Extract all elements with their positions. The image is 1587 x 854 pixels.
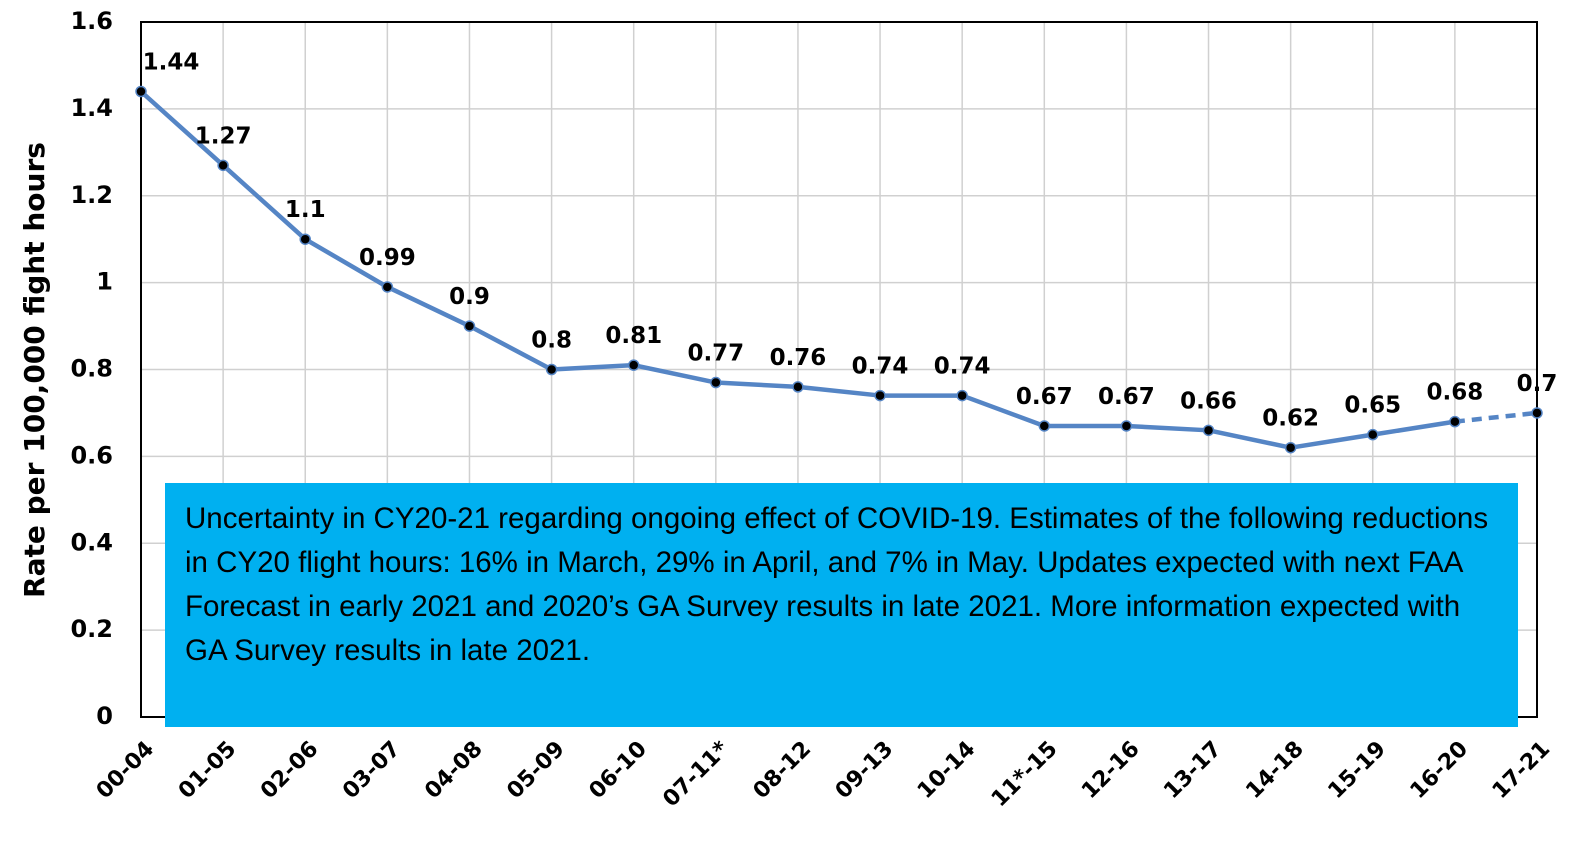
data-label: 0.67 [1098, 384, 1155, 410]
annotation: Uncertainty in CY20-21 regarding ongoing… [165, 483, 1518, 727]
x-tick-label: 14-18 [1241, 737, 1308, 804]
marker [874, 389, 886, 402]
marker [1367, 428, 1379, 441]
y-tick-label: 1.6 [70, 7, 113, 35]
y-tick-label: 0.6 [70, 441, 113, 469]
x-tick-label: 07-11* [658, 736, 734, 812]
data-label: 0.68 [1427, 380, 1484, 406]
x-tick-label: 17-21 [1488, 737, 1555, 804]
data-label: 0.8 [531, 328, 572, 354]
y-tick-label: 0 [96, 702, 113, 730]
y-tick-label: 0.8 [70, 355, 113, 383]
marker [1449, 415, 1461, 428]
data-label: 0.9 [449, 284, 490, 310]
x-tick-label: 02-06 [256, 737, 323, 804]
y-axis-label: Rate per 100,000 fight hours [18, 142, 51, 598]
marker [627, 359, 640, 371]
data-label: 1.27 [195, 123, 252, 149]
marker [1038, 420, 1051, 432]
y-tick-label: 1.4 [70, 94, 113, 122]
marker [545, 363, 558, 376]
data-label: 0.66 [1180, 388, 1237, 414]
x-tick-label: 06-10 [585, 737, 652, 804]
marker [1120, 420, 1133, 432]
x-tick-label: 15-19 [1324, 737, 1391, 804]
y-tick-label: 1 [96, 268, 113, 296]
data-label: 0.7 [1517, 371, 1558, 397]
marker [463, 320, 476, 332]
x-tick-label: 04-08 [420, 737, 487, 804]
x-tick-label: 11*-15 [987, 737, 1063, 813]
x-tick-label: 01-05 [174, 737, 241, 804]
y-tick-label: 0.2 [70, 615, 113, 643]
data-label: 0.74 [852, 354, 909, 380]
data-label: 0.76 [770, 345, 827, 371]
x-tick-label: 03-07 [338, 737, 405, 804]
marker [1284, 441, 1297, 454]
x-tick-label: 05-09 [502, 737, 569, 804]
line-dashed [1454, 410, 1538, 424]
x-tick-label: 12-16 [1077, 737, 1144, 804]
marker [792, 381, 804, 393]
x-tick-label: 00-04 [92, 737, 159, 804]
x-tick-label: 10-14 [913, 737, 980, 804]
y-tick-label: 1.2 [70, 181, 113, 209]
marker [1531, 407, 1543, 419]
x-tick-label: 08-12 [749, 737, 816, 804]
marker [956, 389, 968, 402]
x-tick-label: 16-20 [1406, 737, 1473, 804]
x-tick-label: 09-13 [831, 737, 898, 804]
data-label: 0.62 [1262, 406, 1319, 432]
y-tick-label: 0.4 [70, 528, 113, 556]
x-tick-label: 13-17 [1159, 737, 1226, 804]
marker [710, 376, 722, 389]
marker [217, 159, 229, 172]
marker [135, 85, 147, 98]
data-label: 1.44 [143, 50, 200, 76]
data-label: 0.99 [359, 245, 416, 271]
data-label: 0.77 [687, 341, 744, 367]
data-label: 1.1 [285, 197, 326, 223]
marker [381, 281, 394, 293]
data-label: 0.74 [934, 354, 991, 380]
marker [1202, 424, 1215, 437]
data-label: 0.67 [1016, 384, 1073, 410]
data-label: 0.81 [605, 323, 662, 349]
data-label: 0.65 [1344, 393, 1401, 419]
marker [299, 233, 311, 245]
